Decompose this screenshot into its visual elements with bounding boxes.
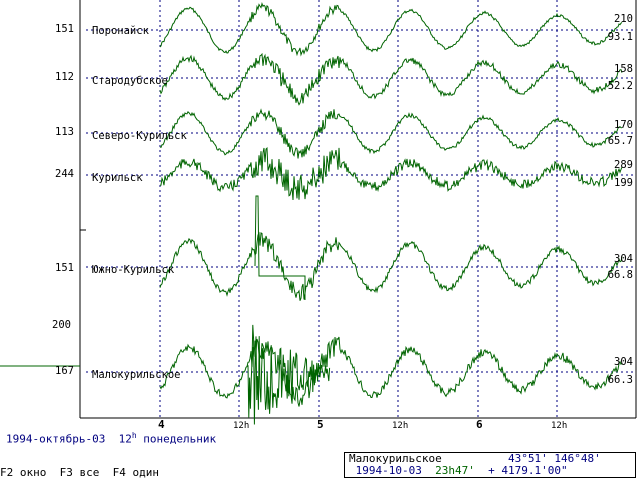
station-name[interactable]: Северо-Курильск (92, 130, 188, 142)
extra-axis-label: 200 (52, 319, 71, 331)
station-right-top: 210 (614, 13, 633, 25)
hour-label-3: 12h (551, 421, 567, 431)
station-left-value: 113 (55, 126, 74, 138)
info-lat: 43°51' (507, 452, 548, 465)
info-value: + 4179.1'00" (488, 464, 568, 477)
station-name[interactable]: Курильск (92, 172, 143, 184)
baseline-gridlines (86, 29, 636, 373)
station-right-bottom: 66.3 (608, 374, 633, 386)
key-f4[interactable]: F4 один (112, 466, 159, 479)
date-text: 1994-октябрь-03 (6, 432, 106, 446)
info-lon: 146°48' (554, 452, 601, 465)
station-right-bottom: 65.7 (608, 135, 633, 147)
tsunami-burst-trace (247, 324, 331, 425)
date-line: 1994-октябрь-03 12h понедельник (6, 431, 216, 446)
station-left-value: 167 (55, 365, 74, 377)
station-name[interactable]: Стародубское (92, 75, 168, 87)
station-trace-5 (159, 336, 623, 407)
station-right-top: 170 (614, 119, 633, 131)
station-trace-3 (159, 146, 623, 201)
day-label-4: 4 (158, 418, 165, 431)
station-right-top: 158 (614, 63, 633, 75)
station-trace-2 (159, 108, 623, 159)
station-right-bottom: 199 (614, 177, 633, 189)
station-left-value: 151 (55, 23, 74, 35)
station-trace-4 (159, 231, 623, 301)
station-right-top: 289 (614, 159, 633, 171)
station-name[interactable]: Южно-Курильск (92, 264, 175, 276)
station-right-top: 304 (614, 356, 633, 368)
station-left-value: 244 (55, 168, 74, 180)
function-keys: F2 окно F3 все F4 один (0, 466, 159, 479)
station-right-bottom: 52.2 (608, 80, 633, 92)
hour-text: 12 (118, 432, 132, 446)
station-left-value: 151 (55, 262, 74, 274)
station-right-bottom: 93.1 (608, 31, 633, 43)
cursor-info-box: Малокурильское 43°51' 146°48' 1994-10-03… (344, 452, 636, 478)
day-label-6: 6 (476, 418, 483, 431)
info-date: 1994-10-03 (355, 464, 422, 477)
info-station: Малокурильское (349, 452, 442, 465)
key-f2[interactable]: F2 окно (0, 466, 47, 479)
hour-label-2: 12h (392, 421, 408, 431)
vertical-gridlines (159, 0, 558, 418)
info-time: 23h47' (435, 464, 475, 477)
station-trace-1 (159, 52, 623, 106)
station-name[interactable]: Поронайск (92, 25, 150, 37)
station-labels: 151 Поронайск 210 93.1 112 Стародубское 158 52.… (55, 13, 633, 386)
weekday-text: понедельник (143, 432, 217, 446)
spike-trace (254, 195, 306, 300)
hour-label-1: 12h (233, 421, 249, 431)
hour-sup: h (131, 431, 137, 440)
station-trace-0 (159, 2, 623, 57)
station-traces (159, 2, 623, 425)
station-right-bottom: 66.8 (608, 269, 633, 281)
key-f3[interactable]: F3 все (59, 466, 100, 479)
station-right-top: 304 (614, 253, 633, 265)
day-label-5: 5 (317, 418, 324, 431)
station-left-value: 112 (55, 71, 74, 83)
station-name[interactable]: Малокурильское (92, 369, 181, 381)
